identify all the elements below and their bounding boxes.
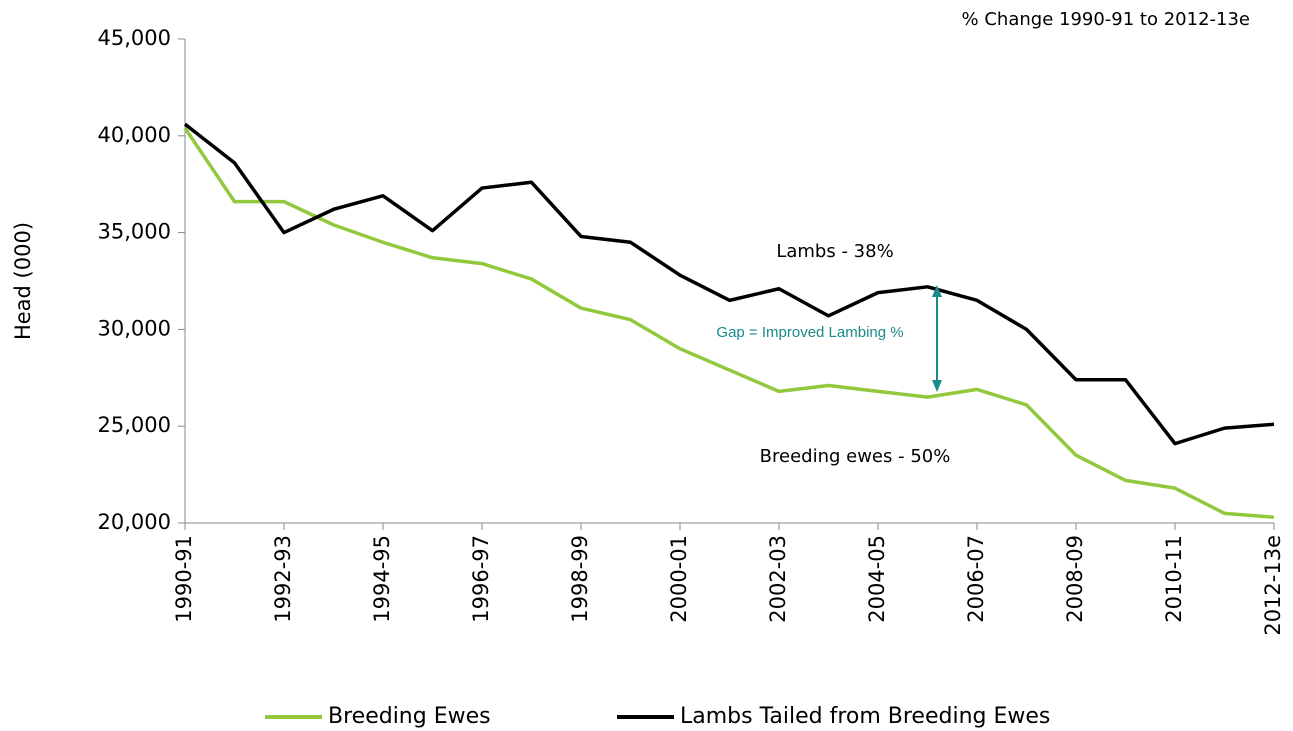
x-tick-label: 2002-03 bbox=[766, 535, 790, 623]
x-tick-label: 2010-11 bbox=[1162, 535, 1186, 623]
legend-label: Lambs Tailed from Breeding Ewes bbox=[680, 704, 1050, 729]
x-tick-label: 2004-05 bbox=[865, 535, 889, 623]
series-line bbox=[183, 122, 1275, 446]
x-tick-label: 2000-01 bbox=[667, 535, 691, 623]
chart-subtitle: % Change 1990-91 to 2012-13e bbox=[962, 9, 1250, 30]
legend-label: Breeding Ewes bbox=[328, 704, 491, 729]
y-tick-label: 45,000 bbox=[98, 26, 171, 50]
annotation: Gap = Improved Lambing % bbox=[716, 324, 903, 341]
annotation: Lambs - 38% bbox=[776, 241, 893, 262]
x-tick-label: 1996-97 bbox=[469, 535, 493, 623]
x-tick-label: 2008-09 bbox=[1063, 535, 1087, 623]
y-tick-label: 35,000 bbox=[98, 220, 171, 244]
arrow-head bbox=[932, 380, 942, 392]
y-axis-label: Head (000) bbox=[11, 222, 35, 340]
x-tick-label: 2012-13e bbox=[1261, 535, 1285, 636]
x-tick-label: 2006-07 bbox=[964, 535, 988, 623]
y-tick-label: 20,000 bbox=[98, 510, 171, 534]
x-tick-label: 1990-91 bbox=[172, 535, 196, 623]
arrow-head bbox=[932, 285, 942, 297]
x-tick-label: 1992-93 bbox=[271, 535, 295, 623]
y-tick-label: 25,000 bbox=[98, 413, 171, 437]
y-tick-label: 40,000 bbox=[98, 123, 171, 147]
annotation: Breeding ewes - 50% bbox=[760, 446, 951, 467]
series-line bbox=[183, 127, 1275, 519]
x-tick-label: 1994-95 bbox=[370, 535, 394, 623]
x-tick-label: 1998-99 bbox=[568, 535, 592, 623]
y-tick-label: 30,000 bbox=[98, 316, 171, 340]
